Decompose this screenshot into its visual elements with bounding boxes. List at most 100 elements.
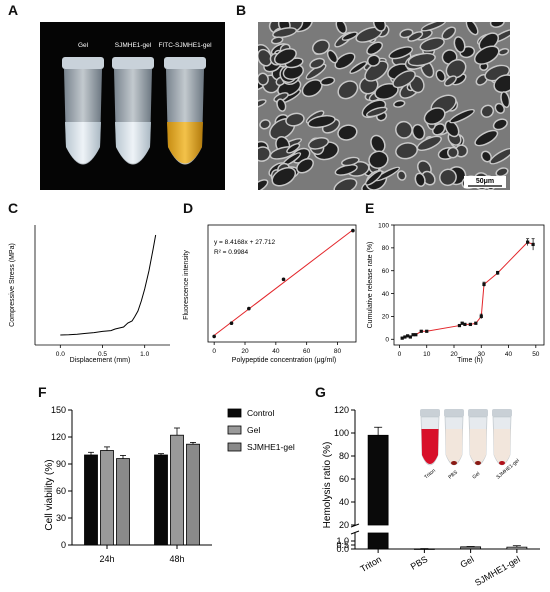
sem-pore (321, 78, 334, 85)
e-data-point (531, 242, 535, 247)
tube-label-gel: Gel (78, 42, 89, 49)
f-bar (116, 458, 130, 546)
sem-pore (393, 71, 415, 87)
sem-pore (369, 152, 388, 168)
tube-3 (164, 57, 206, 165)
tube-1 (62, 57, 104, 165)
e-xtick-label: 30 (478, 351, 486, 358)
sem-pore (436, 71, 445, 81)
sem-pore (258, 100, 266, 108)
sem-pore (274, 93, 288, 101)
g-ytick-label: 120 (334, 405, 349, 415)
d-xtick-label: 20 (241, 348, 249, 355)
sem-pore (258, 147, 270, 161)
e-data-point (457, 323, 462, 328)
f-xtick-label: 48h (169, 554, 184, 564)
sem-pore (482, 106, 493, 117)
d-data-point (281, 277, 286, 282)
sem-pore (446, 121, 458, 136)
d-data-point (247, 306, 251, 311)
g-xtick-label: Triton (358, 554, 383, 574)
d-xtick-label: 60 (303, 348, 311, 355)
sem-pore (421, 38, 444, 51)
sem-pore (338, 81, 357, 98)
e-ytick-label: 100 (378, 222, 389, 229)
f-legend-label: Gel (247, 425, 260, 435)
sem-pore (447, 60, 465, 78)
sem-pore (448, 148, 458, 157)
sem-pore (494, 75, 510, 92)
sem-pore (336, 22, 346, 33)
sem-pore (368, 56, 379, 66)
c-series-line (60, 234, 157, 336)
e-data-point (496, 271, 500, 275)
f-ytick-label: 30 (56, 513, 66, 523)
d-frame (207, 224, 357, 343)
e-xtick-label: 0 (398, 351, 402, 358)
g-ytick-label: 60 (339, 474, 349, 484)
g-axis-break-mark (350, 530, 360, 535)
d-xtick-label: 40 (272, 348, 280, 355)
inset-tube-liquid (421, 429, 439, 464)
panel-letter-c: C (8, 200, 19, 216)
e-data-point (482, 282, 486, 287)
sem-pore (284, 65, 303, 79)
sem-pore (501, 92, 509, 107)
sem-pore (398, 171, 405, 180)
e-data-point (406, 334, 410, 338)
g-ytick-label: 20 (339, 520, 349, 530)
d-data-point (351, 228, 355, 233)
f-ylabel: Cell viability (%) (44, 459, 55, 530)
sem-pore (273, 28, 296, 37)
f-ytick-label: 0 (61, 540, 66, 550)
panel-letter-e: E (365, 200, 375, 216)
d-data-point (229, 321, 234, 325)
sem-pore (371, 136, 385, 152)
scale-bar-label: 50μm (476, 178, 494, 185)
panel-letter-b: B (236, 2, 247, 18)
f-bar (100, 450, 114, 546)
sem-pore (334, 179, 356, 190)
sem-pore (491, 22, 504, 27)
sem-pore (394, 101, 404, 107)
c-xtick-label: 1.0 (140, 351, 149, 358)
sem-pore (272, 37, 282, 43)
sem-pore (475, 46, 499, 64)
e-data-point (400, 336, 404, 340)
inset-tube-pellet (499, 461, 505, 465)
e-xtick-label: 10 (423, 351, 431, 358)
sem-image: 50μm (258, 22, 510, 190)
panel-letter-d: D (183, 200, 194, 216)
hemolysis-inset-photo: Triton PBS Gel SJMHE1-gel (416, 407, 521, 487)
g-ytick-label: 40 (339, 497, 349, 507)
sem-pore (494, 119, 507, 129)
sem-pore (375, 84, 398, 99)
inset-tube-cap (492, 409, 512, 417)
sem-pore (366, 171, 382, 185)
e-data-point (403, 335, 407, 339)
sem-pore (413, 125, 424, 139)
inset-tube-pellet (475, 461, 481, 465)
d-ylabel: Fluorescence intensity (183, 250, 190, 320)
tube-label-fitc-sjmhe1-gel: FITC-SJMHE1-gel (158, 42, 212, 49)
f-bar (84, 454, 98, 546)
e-xtick-label: 40 (505, 351, 513, 358)
g-bar (460, 546, 482, 550)
sem-pore (480, 63, 488, 70)
sem-pore (443, 50, 457, 64)
d-xlabel: Polypeptide concentration (μg/ml) (232, 357, 336, 364)
sem-pore (258, 73, 268, 85)
sem-pore (376, 167, 399, 181)
chart-compressive-stress: 0.0 0.5 1.0 Displacement (mm) Compressive … (9, 225, 170, 364)
d-fit-line (213, 229, 354, 336)
sem-pore (440, 170, 456, 185)
e-data-point (419, 329, 423, 333)
sem-pore (336, 165, 357, 175)
c-xtick-label: 0.5 (98, 351, 107, 358)
sem-pore (283, 153, 300, 165)
sem-pore (313, 40, 329, 54)
sem-pore (496, 168, 508, 176)
sem-pore (297, 159, 313, 173)
